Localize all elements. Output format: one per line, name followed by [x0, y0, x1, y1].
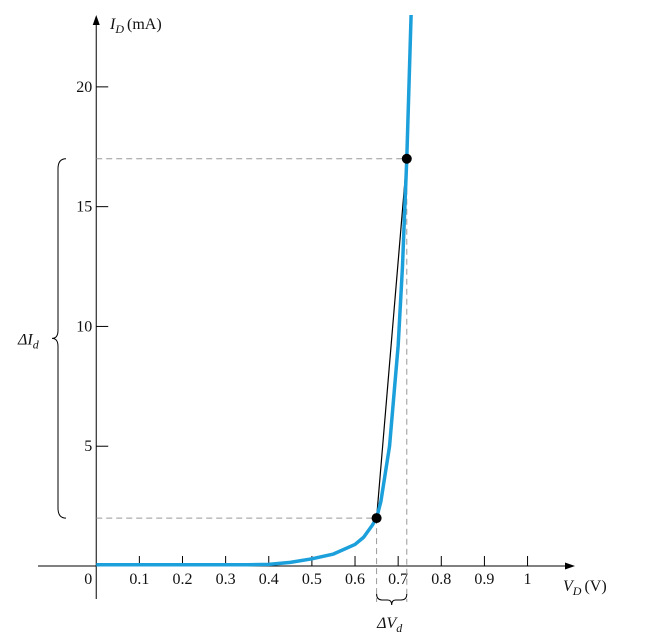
x-tick-label: 0.3	[216, 571, 236, 588]
x-axis-arrow	[565, 562, 575, 570]
y-tick-label: 5	[84, 438, 92, 455]
x-axis-label: VD (V)	[563, 578, 607, 598]
delta-v-label-symbol: ΔV	[376, 615, 398, 632]
x-tick-label: 0.5	[302, 571, 322, 588]
curve	[96, 14, 413, 567]
x-tick-label: 0.2	[172, 571, 192, 588]
point	[371, 513, 382, 524]
y-tick-label: 10	[76, 318, 92, 335]
x-axis-label-unit: (V)	[584, 578, 606, 595]
x-tick-label: 0	[84, 571, 92, 588]
chord	[375, 158, 408, 519]
x-tick-label: 0.9	[474, 571, 494, 588]
x-axis-label-symbol: V	[563, 578, 575, 595]
y-axis-label-subscript: D	[114, 22, 124, 36]
y-tick-label: 15	[76, 199, 92, 216]
x-tick-label: 1	[524, 571, 532, 588]
x-tick-label: 0.6	[345, 571, 365, 588]
delta-i-label-subscript: d	[33, 337, 40, 351]
y-axis-arrow	[92, 15, 100, 25]
delta-i-label: ΔId	[17, 331, 40, 351]
y-axis-label-unit: (mA)	[127, 16, 162, 33]
x-tick-label: 0.1	[129, 571, 149, 588]
y-axis-label: ID (mA)	[109, 16, 162, 36]
delta-i-label-symbol: ΔI	[17, 331, 33, 348]
point	[401, 153, 412, 164]
x-axis-label-subscript: D	[572, 584, 582, 598]
x-tick-label: 0.7	[388, 571, 408, 588]
delta-v-label-subscript: d	[396, 621, 403, 635]
x-tick-label: 0.4	[259, 571, 279, 588]
brace-delta-v	[376, 593, 408, 606]
brace-delta-i	[51, 158, 67, 519]
x-tick-label: 0.8	[431, 571, 451, 588]
y-axis-label-symbol: I	[109, 16, 116, 33]
delta-v-label: ΔVd	[376, 615, 403, 635]
y-tick-label: 20	[76, 79, 92, 96]
